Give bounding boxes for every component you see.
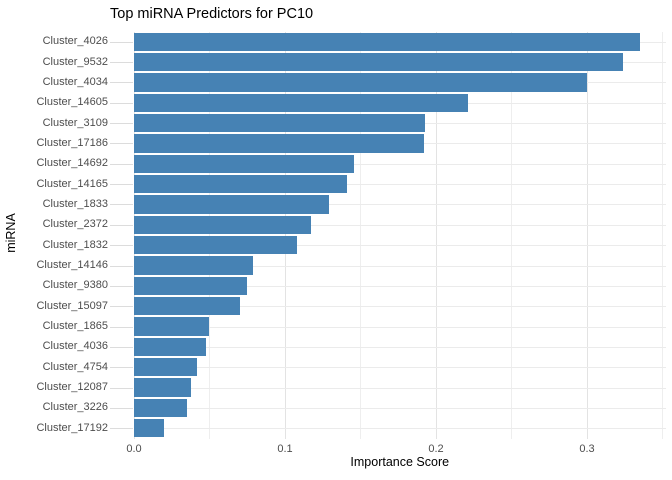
xtick-label: 0.1 [277, 442, 293, 455]
ytick-mark [110, 367, 133, 369]
ytick-label: Cluster_3226 [42, 401, 108, 414]
ytick-label: Cluster_14605 [36, 96, 108, 109]
gridline-y-row [134, 306, 666, 308]
ytick-mark [110, 224, 133, 226]
ytick-label: Cluster_14165 [36, 177, 108, 190]
bar-Cluster_4754 [134, 358, 198, 377]
ytick-mark [110, 285, 133, 287]
gridline-x-0.00 [134, 31, 135, 439]
ytick-mark [110, 102, 133, 104]
ytick-label: Cluster_15097 [36, 299, 108, 312]
ytick-mark [110, 204, 133, 206]
gridline-x-0.35 [662, 31, 664, 439]
ytick-mark [110, 265, 133, 267]
ytick-mark [110, 123, 133, 125]
bar-Cluster_1832 [134, 236, 298, 255]
bar-Cluster_9532 [134, 52, 624, 72]
chart-title: Top miRNA Predictors for PC10 [110, 6, 314, 22]
ytick-mark [110, 163, 133, 165]
bar-Cluster_9380 [134, 276, 248, 296]
ytick-mark [110, 245, 133, 247]
ytick-mark [110, 62, 133, 64]
gridline-y-row [134, 163, 666, 165]
xtick-label: 0.3 [579, 442, 595, 455]
gridline-y-row [134, 245, 666, 247]
xtick-label: 0.0 [126, 442, 142, 455]
bar-Cluster_4026 [134, 32, 640, 51]
ytick-mark [110, 387, 133, 389]
ytick-label: Cluster_12087 [36, 381, 108, 394]
bar-Cluster_14146 [134, 256, 254, 275]
bar-Cluster_2372 [134, 215, 311, 234]
gridline-y-row [134, 326, 666, 328]
ytick-mark [110, 41, 133, 43]
ytick-mark [110, 346, 133, 348]
ytick-mark [110, 143, 133, 145]
ytick-mark [110, 82, 133, 84]
gridline-x-0.10 [284, 31, 286, 439]
bar-Cluster_14165 [134, 174, 347, 194]
ytick-label: Cluster_4034 [42, 75, 108, 88]
ytick-label: Cluster_17192 [36, 421, 108, 434]
gridline-y-row [134, 285, 666, 287]
gridline-y-row [134, 265, 666, 267]
ytick-mark [110, 326, 133, 328]
gridline-y-row [134, 346, 666, 348]
gridline-x-0.05 [209, 31, 211, 439]
bar-Cluster_3109 [134, 113, 426, 133]
ytick-mark [110, 184, 133, 186]
ytick-label: Cluster_1865 [42, 320, 108, 333]
ytick-label: Cluster_2372 [42, 218, 108, 231]
bar-Cluster_17186 [134, 134, 424, 153]
ytick-label: Cluster_4036 [42, 340, 108, 353]
ytick-label: Cluster_9380 [42, 279, 108, 292]
ytick-label: Cluster_1833 [42, 197, 108, 210]
gridline-y-row [134, 224, 666, 226]
gridline-y-row [134, 184, 666, 186]
bar-Cluster_14692 [134, 154, 355, 173]
bar-Cluster_15097 [134, 297, 240, 316]
ytick-label: Cluster_9532 [42, 55, 108, 68]
gridline-y-row [134, 428, 666, 430]
gridline-x-0.20 [435, 31, 437, 439]
bar-Cluster_4036 [134, 337, 207, 357]
ytick-label: Cluster_4754 [42, 360, 108, 373]
bar-Cluster_12087 [134, 378, 192, 397]
ytick-label: Cluster_14692 [36, 157, 108, 170]
ytick-label: Cluster_3109 [42, 116, 108, 129]
gridline-x-0.30 [586, 31, 588, 439]
ytick-label: Cluster_17186 [36, 136, 108, 149]
gridline-y-row [134, 367, 666, 369]
gridline-y-row [134, 204, 666, 206]
bar-Cluster_17192 [134, 419, 165, 438]
gridline-x-0.15 [360, 31, 362, 439]
ytick-label: Cluster_4026 [42, 35, 108, 48]
ytick-label: Cluster_1832 [42, 238, 108, 251]
ytick-mark [110, 306, 133, 308]
bar-Cluster_4034 [134, 73, 587, 92]
ytick-mark [110, 407, 133, 409]
gridline-y-row [134, 387, 666, 389]
bar-Cluster_1865 [134, 317, 210, 336]
bar-Cluster_1833 [134, 195, 329, 214]
bar-Cluster_14605 [134, 93, 468, 112]
plot-panel [134, 31, 666, 439]
x-axis-title: Importance Score [350, 455, 450, 469]
gridline-y-row [134, 407, 666, 409]
ytick-mark [110, 428, 133, 430]
xtick-label: 0.2 [428, 442, 444, 455]
ytick-label: Cluster_14146 [36, 259, 108, 272]
gridline-x-0.25 [511, 31, 513, 439]
bar-Cluster_3226 [134, 398, 187, 418]
